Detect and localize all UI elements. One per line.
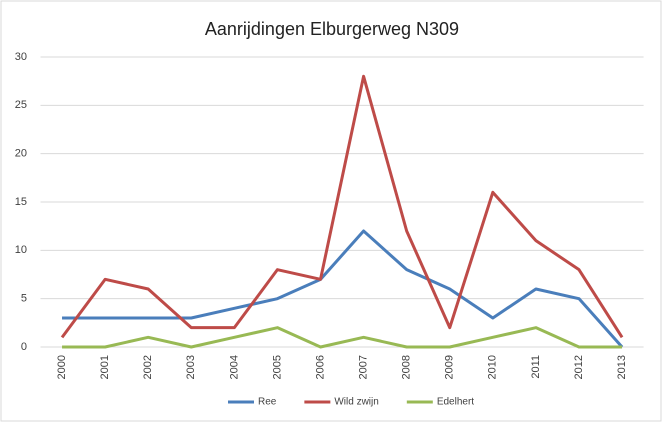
x-tick-label: 2008: [401, 355, 413, 379]
y-tick-label: 15: [15, 196, 27, 208]
x-tick-label: 2002: [142, 355, 154, 379]
chart-border: [0, 0, 662, 422]
x-tick-label: 2003: [185, 355, 197, 379]
x-tick-label: 2012: [573, 355, 585, 379]
y-tick-label: 0: [21, 341, 27, 353]
y-tick-label: 25: [15, 99, 27, 111]
y-tick-label: 30: [15, 51, 27, 63]
y-tick-label: 5: [21, 293, 27, 305]
x-tick-label: 2010: [487, 355, 499, 379]
series-line: [62, 229, 624, 348]
x-tick-label: 2005: [271, 355, 283, 379]
legend-label: Wild zwijn: [334, 397, 378, 408]
x-tick-label: 2013: [616, 355, 628, 379]
y-tick-label: 20: [15, 148, 27, 160]
legend-label: Ree: [258, 397, 277, 408]
series-line: [60, 74, 624, 339]
series-line: [62, 326, 623, 349]
x-tick-label: 2000: [56, 355, 68, 379]
legend: Ree Wild zwijn Edelhert: [228, 397, 474, 408]
x-tick-label: 2004: [228, 355, 240, 379]
legend-label: Edelhert: [437, 397, 474, 408]
chart-title: Aanrijdingen Elburgerweg N309: [205, 19, 459, 39]
x-tick-label: 2011: [530, 355, 542, 379]
x-tick-label: 2009: [444, 355, 456, 379]
x-tick-label: 2007: [357, 355, 369, 379]
y-tick-label: 10: [15, 244, 27, 256]
x-tick-label: 2006: [314, 355, 326, 379]
x-tick-label: 2001: [99, 355, 111, 379]
